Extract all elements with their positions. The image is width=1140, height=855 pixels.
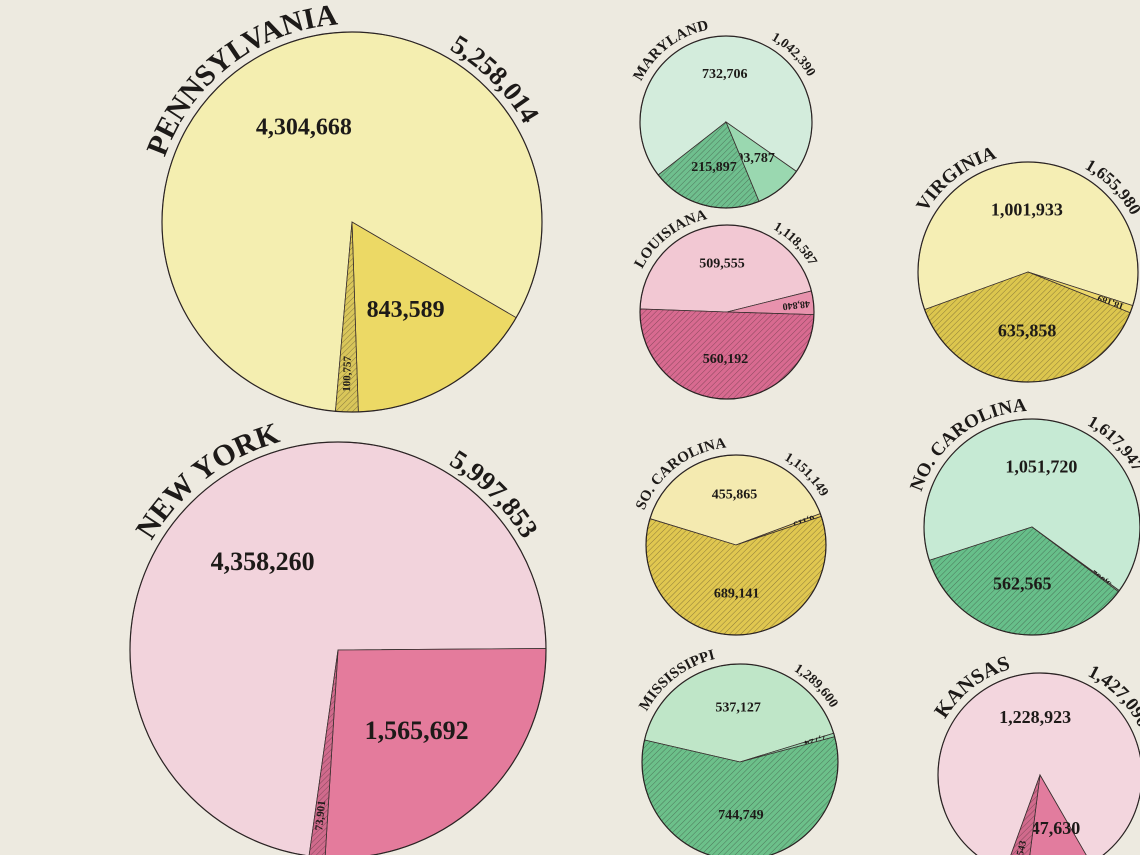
- pie-slice: [1029, 773, 1087, 855]
- slice-label: 562,565: [993, 574, 1052, 594]
- slice-label: 689,141: [714, 587, 760, 602]
- slice-label: 635,858: [998, 321, 1057, 341]
- pie-outline: [937, 672, 1140, 855]
- pie-outline: [639, 224, 815, 400]
- slice-label: 744,749: [718, 808, 764, 823]
- slice-label: 455,865: [712, 488, 758, 503]
- slice-label: 732,706: [702, 67, 748, 82]
- slice-label: 1,001,933: [991, 200, 1063, 220]
- pie-outline: [917, 161, 1139, 383]
- slice-label: 843,589: [367, 297, 445, 323]
- slice-label: 4,358,260: [211, 547, 315, 576]
- slice-label: 560,192: [703, 352, 749, 367]
- pie-slice: [308, 649, 339, 855]
- slice-label: 147,630: [1022, 818, 1081, 838]
- pie-outline: [129, 441, 547, 855]
- pie-outline: [161, 31, 543, 413]
- pie-outline: [641, 663, 839, 855]
- pie-outline: [639, 35, 813, 209]
- pie-outline: [923, 418, 1140, 636]
- slice-label: 1,051,720: [1005, 456, 1077, 476]
- slice-label: 215,897: [691, 160, 737, 175]
- pie-slice: [1010, 774, 1041, 855]
- slice-label: 4,304,668: [256, 115, 352, 141]
- slice-label: 509,555: [699, 257, 745, 272]
- slice-label: 100,757: [341, 355, 354, 392]
- slice-label: 93,787: [736, 151, 775, 166]
- slice-label: 73,901: [313, 800, 328, 831]
- slice-label: 1,565,692: [365, 716, 469, 745]
- slice-label: 1,228,923: [999, 707, 1071, 727]
- pie-outline: [645, 454, 827, 636]
- slice-label: 48,840: [782, 298, 811, 312]
- slice-label: 537,127: [715, 700, 761, 715]
